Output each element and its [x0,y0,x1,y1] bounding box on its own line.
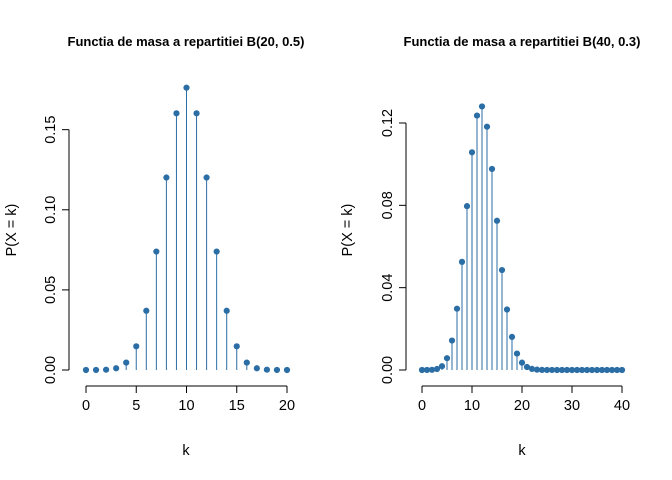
data-point [613,366,621,374]
data-point [253,365,260,372]
data-point [553,366,561,374]
y-axis-label: P(X = k) [4,204,20,257]
data-point [92,366,100,374]
data-point [598,366,606,374]
x-tick-label: 20 [514,398,530,414]
y-tick-label: 0.08 [380,191,396,219]
chart-title: Functia de masa a repartitiei B(20, 0.5) [68,34,305,49]
data-point [543,366,551,374]
data-point [593,366,601,374]
data-point [513,350,521,357]
y-axis-label: P(X = k) [340,204,356,257]
y-tick-label: 0.12 [380,109,396,137]
data-point [263,366,270,373]
data-point [203,174,210,181]
data-point [568,366,576,374]
data-point [133,343,140,350]
data-point [558,366,566,374]
data-point [433,365,441,373]
data-point [608,366,616,374]
x-tick-label: 20 [279,398,295,414]
data-point [498,266,506,274]
data-point [563,366,571,374]
data-point [528,365,536,373]
x-tick-label: 0 [82,398,90,414]
y-tick-label: 0.00 [43,356,59,384]
y-tick-label: 0.15 [43,116,59,144]
y-tick-label: 0.04 [380,274,396,302]
data-point [458,258,466,265]
x-tick-label: 40 [614,398,630,414]
data-point [103,366,110,373]
x-tick-label: 10 [464,398,480,414]
data-point [423,366,431,374]
data-point [518,359,526,366]
data-point [488,165,496,173]
data-point [523,363,531,371]
data-point [508,333,516,340]
data-point [163,174,170,181]
data-point [438,363,446,370]
data-point [443,355,451,362]
x-axis-label: k [182,443,190,459]
data-point [153,248,160,255]
data-point [453,305,461,312]
data-point [588,366,596,374]
data-point [82,366,90,374]
y-tick-label: 0.10 [43,196,59,224]
data-point [213,248,220,255]
x-tick-label: 30 [564,398,580,414]
data-point [418,366,426,374]
data-point [618,366,626,374]
x-tick-label: 10 [178,398,194,414]
data-point [123,359,130,366]
data-point [223,307,230,314]
data-point [583,366,591,374]
x-tick-label: 0 [418,398,426,414]
x-axis-label: k [518,443,526,459]
binomial-40-panel: Functia de masa a repartitiei B(40, 0.3)… [340,34,640,459]
data-point [468,149,476,156]
y-tick-label: 0.00 [380,356,396,384]
data-point [183,84,190,91]
chart-title: Functia de masa a repartitiei B(40, 0.3) [404,34,641,49]
data-point [273,366,281,374]
data-point [243,359,250,366]
data-point [143,307,150,314]
data-point [578,366,586,374]
x-tick-label: 5 [132,398,140,414]
data-point [113,365,120,372]
data-point [478,103,486,110]
data-point [233,343,240,350]
data-point [603,366,611,374]
data-point [538,366,546,373]
data-point [428,366,436,373]
binomial-20-panel: Functia de masa a repartitiei B(20, 0.5)… [4,34,304,459]
data-point [573,366,581,374]
data-point [503,306,511,313]
data-point [493,217,501,224]
y-tick-label: 0.05 [43,276,59,304]
data-point [448,337,456,344]
data-point [173,110,180,117]
data-point [483,123,491,130]
data-point [548,366,556,374]
x-tick-label: 15 [229,398,245,414]
data-point [463,203,471,210]
data-point [193,110,200,117]
data-point [473,112,481,119]
data-point [533,366,541,373]
data-point [283,366,291,374]
